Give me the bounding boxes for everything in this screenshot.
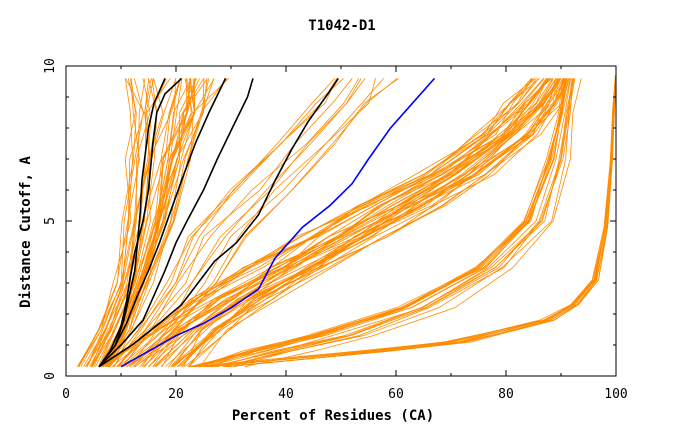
orange-curve — [229, 78, 574, 368]
y-tick-label: 0 — [43, 372, 58, 380]
orange-curve — [77, 78, 136, 367]
orange-curve — [116, 78, 536, 367]
orange-curve — [105, 78, 210, 367]
axes: 0 20 40 60 80 100 0 5 10 — [43, 58, 628, 402]
orange-curve — [189, 78, 567, 368]
orange-curve — [234, 78, 576, 368]
orange-curve — [139, 78, 398, 367]
orange-curve — [215, 78, 573, 368]
blue-curve — [120, 77, 436, 368]
orange-curve — [121, 78, 360, 367]
orange-curve — [118, 78, 533, 368]
orange-curve — [107, 78, 196, 367]
orange-curve — [187, 78, 562, 367]
orange-curve — [108, 78, 229, 367]
orange-curve — [152, 78, 548, 367]
orange-curve — [91, 78, 182, 367]
orange-curve — [194, 78, 568, 368]
orange-curve — [109, 78, 344, 367]
x-tick-label: 0 — [62, 387, 70, 402]
black-curve — [98, 77, 183, 368]
chart-title: T1042-D1 — [308, 18, 375, 34]
orange-curve — [170, 78, 558, 368]
y-tick-label: 10 — [43, 58, 58, 74]
orange-curve — [86, 78, 146, 367]
x-tick-label: 20 — [168, 387, 184, 402]
x-axis-label: Percent of Residues (CA) — [232, 408, 434, 424]
orange-curve — [174, 78, 561, 367]
orange-curve — [244, 78, 582, 368]
orange-curve — [199, 78, 570, 367]
y-axis-label: Distance Cutoff, A — [18, 156, 34, 308]
orange-curve — [132, 78, 552, 368]
black-curve — [98, 78, 227, 368]
x-tick-label: 60 — [388, 387, 404, 402]
orange-curve — [177, 78, 570, 367]
orange-curve — [100, 78, 540, 368]
black-curve — [98, 78, 166, 368]
orange-curve — [206, 75, 617, 368]
orange-curve — [122, 78, 547, 368]
orange-curve — [192, 78, 564, 368]
x-tick-label: 80 — [498, 387, 514, 402]
orange-curve — [168, 78, 561, 367]
orange-curve — [77, 78, 137, 367]
orange-curve — [133, 78, 366, 367]
plot-area — [77, 75, 617, 368]
orange-curve — [91, 78, 154, 367]
orange-curve — [114, 78, 215, 367]
orange-curve — [130, 78, 534, 367]
x-tick-label: 40 — [278, 387, 294, 402]
orange-curve — [107, 78, 338, 367]
orange-curve — [189, 78, 565, 367]
black-curve — [98, 77, 339, 368]
orange-curve — [109, 78, 338, 367]
orange-curve — [106, 78, 208, 367]
orange-curve — [100, 78, 204, 367]
orange-curve — [129, 78, 384, 367]
orange-curve — [205, 75, 617, 368]
orange-curve — [117, 78, 536, 367]
y-tick-label: 5 — [43, 217, 58, 225]
orange-curve — [226, 75, 617, 368]
orange-curve — [118, 78, 353, 367]
orange-curve — [148, 78, 554, 367]
orange-curve — [226, 75, 617, 368]
x-tick-label: 100 — [604, 387, 627, 402]
orange-curve — [172, 78, 559, 368]
orange-curve — [227, 75, 617, 368]
orange-curve — [193, 78, 567, 368]
orange-curve — [129, 78, 548, 368]
orange-curve — [77, 78, 140, 367]
orange-curve — [144, 78, 399, 367]
orange-curve — [142, 78, 550, 367]
black-curve — [98, 78, 254, 368]
